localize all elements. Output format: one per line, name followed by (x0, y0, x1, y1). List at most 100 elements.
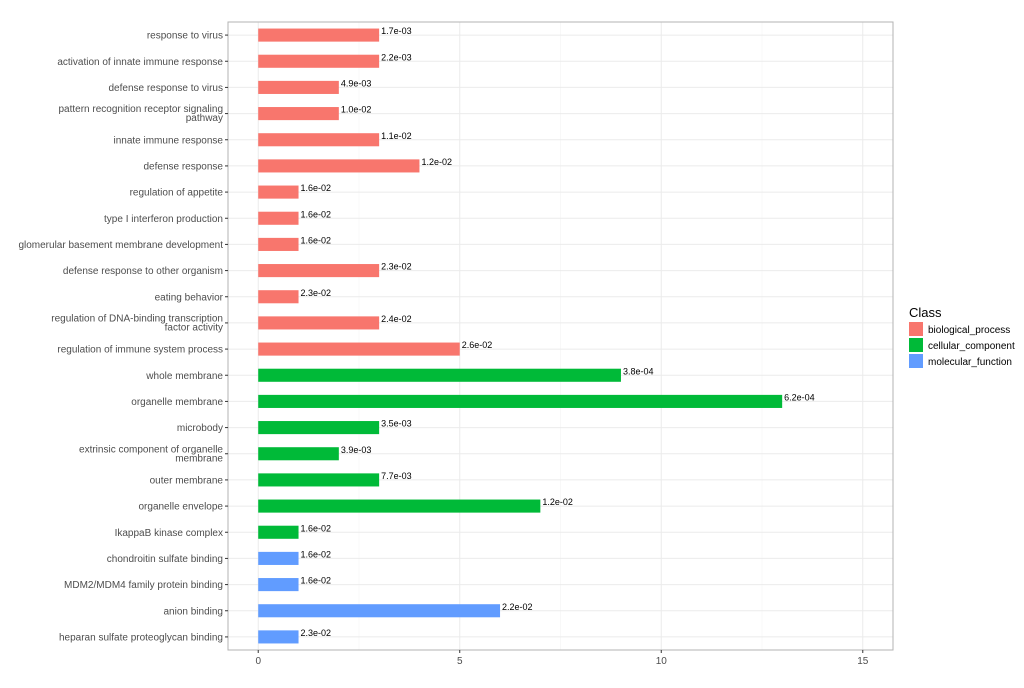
y-axis-label-line: innate immune response (113, 135, 223, 146)
y-axis-label-line: regulation of immune system process (57, 345, 223, 356)
bar-value-label: 2.3e-02 (301, 288, 332, 298)
x-tick-label: 10 (656, 656, 668, 667)
bar (258, 133, 380, 147)
panel-border (227, 21, 894, 651)
y-axis-label-line: organelle membrane (131, 397, 223, 408)
bar-value-label: 1.6e-02 (301, 209, 332, 219)
bar (258, 237, 299, 251)
legend-label: biological_process (928, 325, 1010, 336)
y-axis-label: MDM2/MDM4 family protein binding (64, 580, 223, 591)
y-axis-label: innate immune response (113, 135, 223, 146)
y-axis-label: chondroitin sulfate binding (107, 554, 223, 565)
bar (258, 342, 460, 356)
x-tick-label: 5 (457, 656, 463, 667)
bar (258, 316, 380, 330)
x-axis: 0 5 10 15 (255, 650, 869, 667)
y-axis-label-line: organelle envelope (138, 502, 223, 513)
y-axis-label-line: IkappaB kinase complex (115, 528, 223, 539)
bar (258, 80, 339, 94)
bar-value-label: 3.8e-04 (623, 366, 654, 376)
bar-value-label: 1.2e-02 (421, 157, 452, 167)
legend: Class biological_process cellular_compone… (909, 305, 1015, 368)
y-axis-label-line: extrinsic component of organelle (79, 444, 223, 455)
y-axis-label: organelle membrane (131, 397, 223, 408)
y-axis-label: microbody (177, 423, 223, 434)
y-axis-label: regulation of immune system process (57, 345, 223, 356)
bar (258, 54, 380, 68)
bar (258, 604, 501, 618)
bar-value-label: 2.2e-03 (381, 52, 412, 62)
y-axis-label: defense response (143, 161, 223, 172)
y-axis-label-line: microbody (177, 423, 223, 434)
y-axis-label-line: defense response to other organism (63, 266, 223, 277)
bar-value-label: 1.7e-03 (381, 26, 412, 36)
bar-value-label: 3.5e-03 (381, 419, 412, 429)
bar-value-label: 2.4e-02 (381, 314, 412, 324)
y-axis-label: pattern recognition receptor signaling pa… (58, 104, 223, 124)
y-axis-label-line: pattern recognition receptor signaling (58, 104, 223, 115)
y-axis-label: defense response to virus (108, 83, 223, 94)
bar-value-label: 1.6e-02 (301, 183, 332, 193)
y-axis-label-line: anion binding (164, 606, 224, 617)
y-axis-label-line: defense response (143, 161, 223, 172)
bar-value-label: 1.1e-02 (381, 131, 412, 141)
bar-value-label: 1.6e-02 (301, 235, 332, 245)
y-axis-labels: response to virus activation of innate im… (18, 31, 228, 643)
y-axis-label-line: pathway (186, 113, 223, 124)
x-tick-label: 0 (255, 656, 261, 667)
y-axis-label: eating behavior (155, 292, 224, 303)
y-axis-label: regulation of DNA-binding transcription f… (51, 313, 223, 333)
y-axis-label: activation of innate immune response (57, 57, 223, 68)
bar-value-label: 3.9e-03 (341, 445, 372, 455)
bar-value-label: 2.6e-02 (462, 340, 493, 350)
y-axis-label-line: type I interferon production (104, 214, 223, 225)
x-tick-label: 15 (857, 656, 869, 667)
bar (258, 473, 380, 487)
legend-key-molecular-function (909, 354, 923, 368)
bar (258, 421, 380, 435)
bar-value-label: 2.3e-02 (301, 628, 332, 638)
bar-value-label: 4.9e-03 (341, 78, 372, 88)
y-axis-label-line: whole membrane (145, 371, 223, 382)
y-axis-label-line: outer membrane (150, 475, 224, 486)
bar (258, 159, 420, 173)
bar-value-label: 1.2e-02 (542, 497, 573, 507)
y-axis-label: extrinsic component of organelle membrane (79, 444, 223, 464)
y-axis-label: defense response to other organism (63, 266, 223, 277)
bar (258, 264, 380, 278)
bar (258, 28, 380, 42)
bar (258, 107, 339, 121)
y-axis-label-line: eating behavior (155, 292, 224, 303)
bar (258, 185, 299, 199)
bar (258, 368, 621, 382)
bar (258, 211, 299, 225)
y-axis-label: whole membrane (145, 371, 223, 382)
legend-label: molecular_function (928, 357, 1012, 368)
bar-value-label: 1.6e-02 (301, 549, 332, 559)
bar (258, 551, 299, 565)
y-axis-label-line: regulation of appetite (130, 188, 224, 199)
y-axis-label-line: MDM2/MDM4 family protein binding (64, 580, 223, 591)
bar-value-label: 1.0e-02 (341, 105, 372, 115)
legend-label: cellular_component (928, 341, 1015, 352)
bar-value-label: 7.7e-03 (381, 471, 412, 481)
y-axis-label-line: activation of innate immune response (57, 57, 223, 68)
y-axis-label-line: heparan sulfate proteoglycan binding (59, 632, 223, 643)
y-axis-label: organelle envelope (138, 502, 223, 513)
y-axis-label-line: chondroitin sulfate binding (107, 554, 223, 565)
bar (258, 630, 299, 644)
y-axis-label: anion binding (164, 606, 224, 617)
y-axis-label: regulation of appetite (130, 188, 224, 199)
y-axis-label-line: defense response to virus (108, 83, 223, 94)
bars: 1.7e-03 2.2e-03 4.9e-03 1.0e-02 1.1e-02 1.2e-… (258, 26, 815, 644)
bar-value-label: 6.2e-04 (784, 392, 815, 402)
bar-value-label: 1.6e-02 (301, 523, 332, 533)
bar-value-label: 1.6e-02 (301, 576, 332, 586)
y-axis-label-line: regulation of DNA-binding transcription (51, 313, 223, 324)
bar-value-label: 2.2e-02 (502, 602, 533, 612)
bar (258, 499, 541, 513)
legend-key-cellular-component (909, 338, 923, 352)
y-axis-label: IkappaB kinase complex (115, 528, 223, 539)
y-axis-label: glomerular basement membrane development (18, 240, 223, 251)
